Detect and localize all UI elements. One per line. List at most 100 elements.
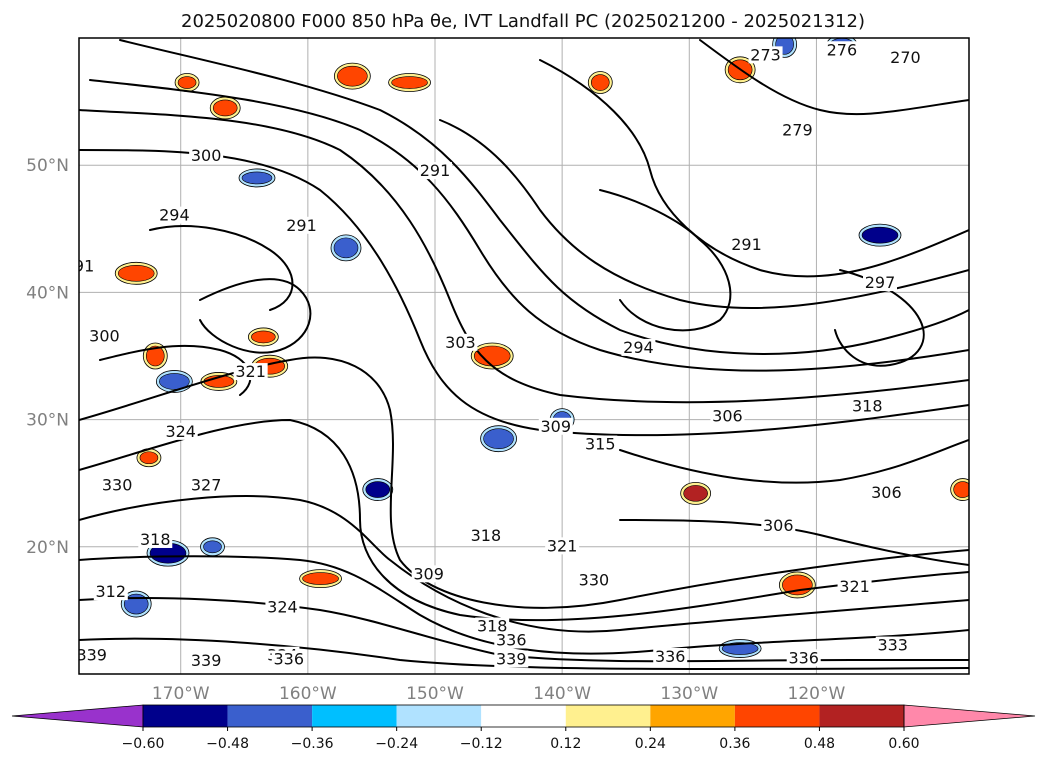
theta-e-contour <box>619 439 969 484</box>
contour-label: 303 <box>443 333 478 352</box>
contour-label: 336 <box>271 650 306 669</box>
contour-label: 312 <box>93 582 128 601</box>
colorbar-tick-label: −0.24 <box>375 736 418 752</box>
svg-text:330: 330 <box>579 571 610 590</box>
x-tick-label: 150°W <box>406 684 464 704</box>
svg-text:300: 300 <box>191 146 222 165</box>
x-tick-label: 170°W <box>152 684 210 704</box>
contour-label: 324 <box>163 422 198 441</box>
contour-label: 330 <box>576 571 611 590</box>
colorbar-bin <box>481 705 566 727</box>
colorbar-bin <box>565 705 651 727</box>
contour-label: 309 <box>411 564 446 583</box>
svg-text:321: 321 <box>839 577 870 596</box>
theta-e-contour <box>149 225 294 311</box>
contour-label: 276 <box>824 40 859 59</box>
contour-label: 330 <box>100 475 135 494</box>
colorbar-tick-label: 0.24 <box>635 736 666 752</box>
svg-text:309: 309 <box>541 417 572 436</box>
contour-label: 315 <box>583 435 618 454</box>
contour-label: 339 <box>189 651 224 670</box>
ivt-pc-patch <box>333 62 371 90</box>
colorbar-extend-high <box>903 704 1036 728</box>
colorbar-tick-label: 0.60 <box>888 736 919 752</box>
theta-e-contour <box>79 555 969 655</box>
y-tick-label: 30°N <box>26 411 69 431</box>
theta-e-contour <box>79 419 969 622</box>
gridlines <box>79 38 969 674</box>
ivt-pc-patch <box>200 537 225 557</box>
svg-text:315: 315 <box>585 435 616 454</box>
ivt-pc-patch <box>680 481 712 505</box>
svg-text:309: 309 <box>413 564 444 583</box>
colorbar-bin <box>819 705 904 727</box>
ivt-pc-patch <box>778 571 816 599</box>
svg-text:336: 336 <box>655 647 686 666</box>
contour-label: 336 <box>653 647 688 666</box>
svg-text:291: 291 <box>286 216 317 235</box>
contour-label: 279 <box>780 120 815 139</box>
ivt-pc-patch <box>587 71 613 94</box>
contour-label: 339 <box>494 650 529 669</box>
y-tick-label: 20°N <box>26 538 69 558</box>
ivt-pc-patch <box>136 448 162 468</box>
ivt-pc-patch <box>174 73 200 92</box>
contour-label: 321 <box>233 362 268 381</box>
theta-e-contour <box>89 79 969 372</box>
svg-text:318: 318 <box>477 616 508 635</box>
x-tick-label: 140°W <box>533 684 591 704</box>
theta-e-contour <box>119 39 969 355</box>
ivt-pc-patch <box>155 370 193 393</box>
colorbar-bin <box>143 705 228 727</box>
svg-text:273: 273 <box>750 45 781 64</box>
contour-label: 291 <box>79 257 96 276</box>
svg-text:306: 306 <box>763 516 794 535</box>
svg-text:333: 333 <box>877 636 908 655</box>
svg-text:321: 321 <box>235 362 266 381</box>
colorbar-tick-label: 0.12 <box>550 736 581 752</box>
svg-text:306: 306 <box>871 483 902 502</box>
contour-label: 321 <box>545 536 580 555</box>
svg-text:321: 321 <box>547 536 578 555</box>
contour-label: 333 <box>875 636 910 655</box>
colorbar: −0.60 −0.48 −0.36 −0.24 −0.12 0.12 0.24 0.36 0.4… <box>11 704 1036 752</box>
svg-text:297: 297 <box>865 273 896 292</box>
ivt-pc-patch <box>209 96 241 120</box>
ivt-pc-patch <box>388 73 431 92</box>
colorbar-tick-label: −0.60 <box>122 736 165 752</box>
colorbar-bin <box>312 705 397 727</box>
svg-text:318: 318 <box>852 396 883 415</box>
colorbar-extend-low <box>11 704 144 728</box>
svg-text:339: 339 <box>191 651 222 670</box>
contour-label: 318 <box>475 616 510 635</box>
svg-text:324: 324 <box>165 422 196 441</box>
svg-text:318: 318 <box>140 530 171 549</box>
theta-e-contour <box>699 39 969 116</box>
theta-e-contour <box>79 637 969 671</box>
svg-text:312: 312 <box>96 582 127 601</box>
theta-e-contour <box>199 278 312 354</box>
svg-text:336: 336 <box>788 648 819 667</box>
svg-text:306: 306 <box>712 407 743 426</box>
contour-label: 273 <box>748 45 783 64</box>
colorbar-tick-label: −0.36 <box>291 736 334 752</box>
theta-e-contours <box>79 39 969 671</box>
svg-text:279: 279 <box>782 120 813 139</box>
ivt-pc-patch <box>480 425 517 453</box>
contour-label: 336 <box>786 648 821 667</box>
contour-label: 336 <box>494 630 529 649</box>
theta-e-contour <box>79 109 969 404</box>
contour-label: 306 <box>761 516 796 535</box>
chart-title: 2025020800 F000 850 hPa θe, IVT Landfall… <box>181 11 865 32</box>
contour-labels: 273 270 276 279 300 294 291 291 291 291 297 294 300 3… <box>79 40 923 670</box>
contour-label: 327 <box>189 475 224 494</box>
contour-label: 270 <box>888 48 923 67</box>
ivt-pc-patch <box>950 478 969 501</box>
svg-text:330: 330 <box>102 475 133 494</box>
contour-label: 300 <box>189 146 224 165</box>
contour-label: 297 <box>863 273 897 292</box>
svg-text:294: 294 <box>159 206 190 225</box>
colorbar-bin <box>227 705 313 727</box>
contour-label: 294 <box>157 206 192 225</box>
svg-text:324: 324 <box>267 597 298 616</box>
